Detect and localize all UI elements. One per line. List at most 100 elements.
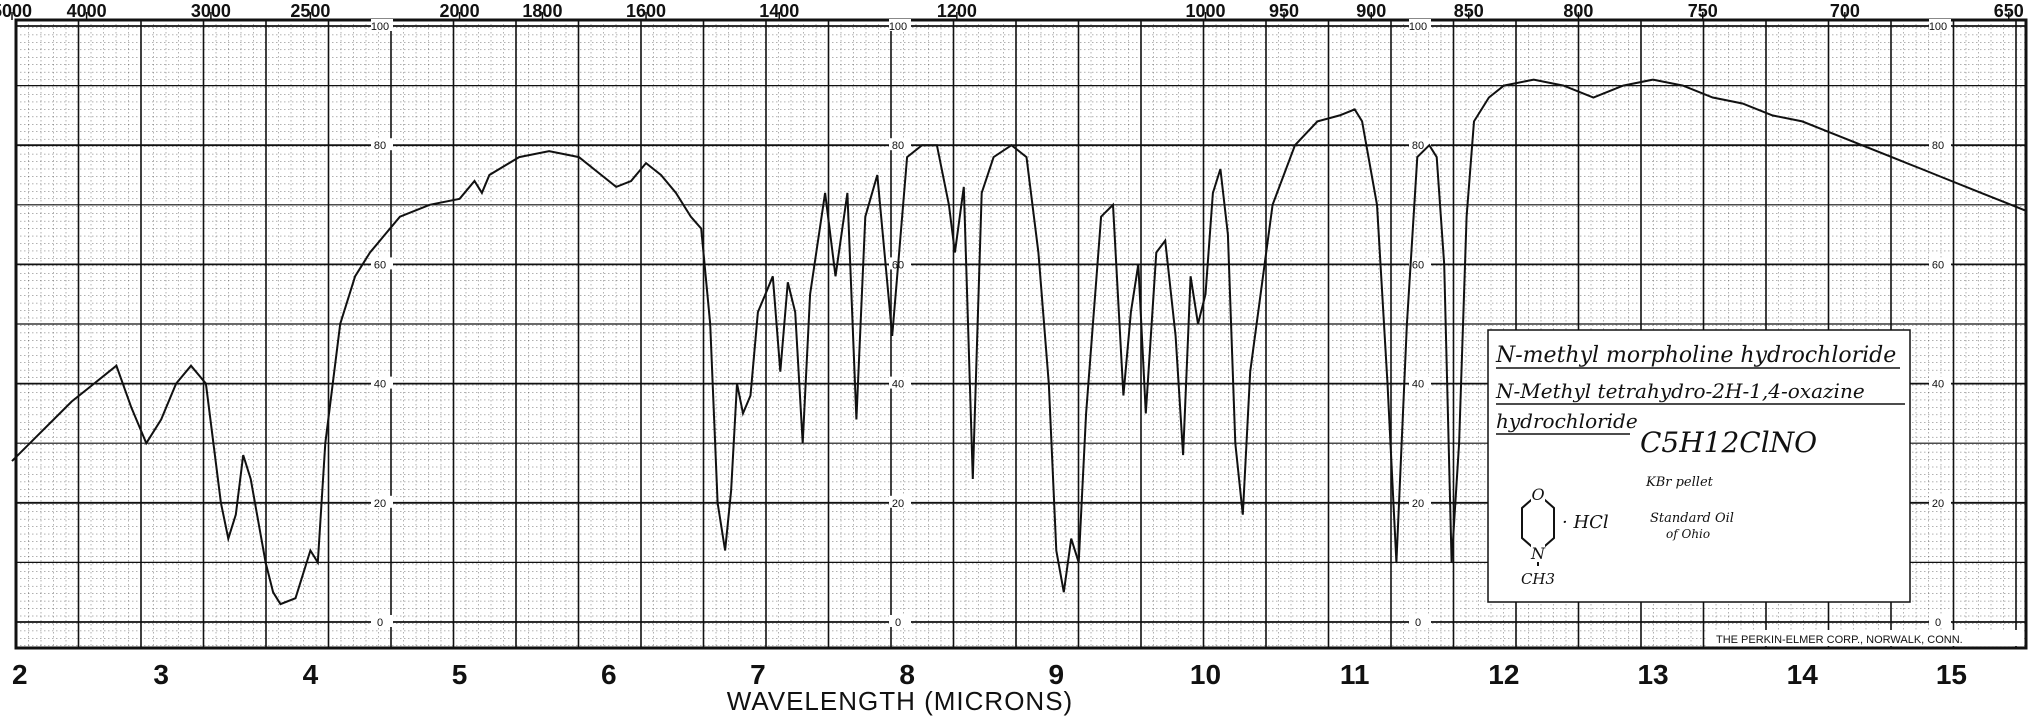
top-tick-label: 1400 — [759, 1, 799, 21]
major-grid — [15, 20, 2026, 648]
hcl-label: · HCl — [1562, 512, 1609, 533]
x-tick-label: 15 — [1936, 659, 1967, 690]
y-tick-label: 40 — [1932, 379, 1944, 391]
annotation-card-bg — [1487, 329, 1911, 603]
y-tick-bg — [1409, 19, 1431, 31]
x-tick-label: 4 — [303, 659, 319, 690]
top-tick-label: 1200 — [937, 1, 977, 21]
y-tick-bg — [1929, 376, 1951, 389]
y-tick-bg — [371, 19, 393, 31]
x-tick-label: 14 — [1787, 659, 1819, 690]
y-tick-label: 100 — [1929, 21, 1947, 33]
y-tick-label: 0 — [377, 617, 383, 629]
x-tick-label: 10 — [1190, 659, 1221, 690]
top-tick-label: 750 — [1688, 1, 1718, 21]
y-tick-bg — [889, 615, 911, 627]
y-tick-label: 60 — [374, 259, 386, 271]
top-tick-label: 650 — [1994, 1, 2024, 21]
top-axis-wavenumber-ticks: 5000 4000 3000 2500 2000 1800 1600 1400 1200 1000… — [0, 1, 2024, 21]
y-tick-bg — [371, 615, 393, 627]
y-tick-bg — [371, 138, 393, 151]
x-tick-label: 5 — [452, 659, 468, 690]
compound-name: N-methyl morpholine hydrochloride — [1495, 343, 1896, 368]
x-tick-label: 7 — [750, 659, 766, 690]
y-tick-label: 0 — [1415, 617, 1421, 629]
x-tick-label: 2 — [12, 659, 28, 690]
x-tick-label: 6 — [601, 659, 617, 690]
top-tick-label: 5000 — [0, 1, 32, 21]
top-tick-label: 2500 — [290, 1, 330, 21]
y-tick-label: 20 — [892, 498, 904, 510]
y-tick-label: 40 — [1412, 379, 1424, 391]
y-tick-bg — [1929, 138, 1951, 151]
annotation-label-card: N-methyl morpholine hydrochloride N-Meth… — [1487, 329, 1911, 603]
ring-nitrogen: N — [1530, 544, 1546, 563]
y-tick-label: 0 — [895, 617, 901, 629]
source-line-1: Standard Oil — [1650, 511, 1734, 526]
ring-nitrogen-bg — [1531, 544, 1545, 562]
y-tick-label: 20 — [1932, 498, 1944, 510]
y-tick-label: 100 — [1409, 21, 1427, 33]
manufacturer-footer: THE PERKIN-ELMER CORP., NORWALK, CONN. — [1716, 634, 1963, 646]
y-tick-bg — [889, 19, 911, 31]
y-tick-bg — [1409, 138, 1431, 151]
y-tick-label: 80 — [1412, 140, 1424, 152]
y-tick-bg — [1409, 257, 1431, 270]
y-tick-label: 60 — [1412, 259, 1424, 271]
y-tick-bg — [889, 495, 911, 508]
footer-bg — [1708, 630, 2024, 646]
y-tick-bg — [371, 495, 393, 508]
compound-synonym-cont: hydrochloride — [1496, 409, 1638, 433]
y-tick-label: 0 — [1935, 617, 1941, 629]
y-tick-bg — [889, 376, 911, 389]
top-tick-label: 2000 — [440, 1, 480, 21]
top-tick-label: 1600 — [626, 1, 666, 21]
y-tick-bg — [1929, 495, 1951, 508]
y-tick-bg — [889, 257, 911, 270]
x-tick-label: 13 — [1637, 659, 1668, 690]
y-tick-label: 80 — [892, 140, 904, 152]
y-tick-label: 100 — [371, 21, 389, 33]
y-tick-label: 80 — [374, 140, 386, 152]
y-tick-bg — [1409, 376, 1431, 389]
y-tick-label: 20 — [1412, 498, 1424, 510]
y-axis-ticks: 0 20 40 60 80 100 0 20 40 60 80 100 0 20 40 60 80 100 0 20 4… — [371, 19, 1951, 629]
y-tick-label: 80 — [1932, 140, 1944, 152]
top-tick-label: 950 — [1269, 1, 1299, 21]
molecular-formula: C5H12ClNO — [1640, 426, 1817, 459]
top-tick-label: 900 — [1356, 1, 1386, 21]
methyl-group: CH3 — [1521, 570, 1555, 588]
y-tick-bg — [1929, 19, 1951, 31]
top-tick-label: 1000 — [1185, 1, 1225, 21]
spectrum-series-line — [11, 78, 2027, 606]
top-tick-label: 850 — [1454, 1, 1484, 21]
x-tick-label: 11 — [1340, 659, 1370, 690]
top-tick-label: 800 — [1563, 1, 1593, 21]
source-line-2: of Ohio — [1666, 527, 1710, 541]
x-tick-label: 12 — [1488, 659, 1519, 690]
compound-synonym: N-Methyl tetrahydro-2H-1,4-oxazine — [1495, 379, 1865, 403]
x-axis-label: WAVELENGTH (MICRONS) — [727, 686, 1073, 716]
x-tick-label: 8 — [899, 659, 915, 690]
top-tick-label: 700 — [1830, 1, 1860, 21]
y-tick-label: 60 — [1932, 259, 1944, 271]
top-tick-label: 1800 — [522, 1, 562, 21]
y-tick-bg — [1409, 615, 1431, 627]
x-axis-ticks: 2 3 4 5 6 7 8 9 10 11 12 13 14 15 — [12, 659, 1967, 690]
x-tick-label: 3 — [153, 659, 169, 690]
ring-oxygen: O — [1531, 485, 1544, 504]
y-tick-label: 40 — [374, 379, 386, 391]
top-tick-label: 3000 — [191, 1, 231, 21]
y-tick-bg — [889, 138, 911, 151]
y-tick-label: 100 — [889, 21, 907, 33]
y-tick-bg — [371, 257, 393, 270]
x-tick-label: 9 — [1049, 659, 1065, 690]
ring-oxygen-bg — [1531, 484, 1545, 502]
y-tick-bg — [1929, 615, 1951, 627]
y-tick-bg — [371, 376, 393, 389]
sample-preparation: KBr pellet — [1645, 475, 1714, 490]
y-tick-bg — [1409, 495, 1431, 508]
y-tick-label: 40 — [892, 379, 904, 391]
y-tick-label: 20 — [374, 498, 386, 510]
